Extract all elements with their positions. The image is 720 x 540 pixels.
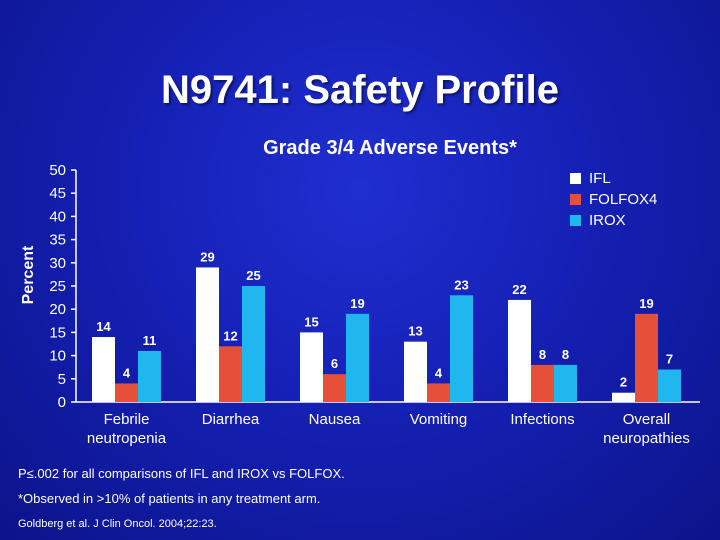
- bar-value-label: 11: [143, 333, 157, 348]
- legend-swatch-folfox4: [570, 194, 581, 205]
- x-tick-label: Diarrhea: [202, 411, 260, 428]
- bar: [115, 383, 138, 402]
- legend-label-folfox4: FOLFOX4: [589, 191, 658, 208]
- bar-value-label: 4: [435, 365, 443, 380]
- x-tick-label: Infections: [510, 411, 574, 428]
- bar: [138, 350, 161, 402]
- slide-title: N9741: Safety Profile: [161, 68, 559, 112]
- x-tick-label: Febrile: [104, 411, 150, 428]
- legend-label-ifl: IFL: [589, 170, 611, 187]
- legend: IFL FOLFOX4 IROX: [570, 168, 657, 231]
- y-tick-label: 20: [49, 301, 66, 318]
- bar-value-label: 8: [562, 347, 569, 362]
- bar-value-label: 14: [96, 319, 111, 334]
- x-tick-label: Nausea: [309, 411, 361, 428]
- bar-value-label: 19: [350, 296, 364, 311]
- bar-value-label: 19: [639, 296, 653, 311]
- bar: [658, 369, 681, 402]
- legend-item-irox: IROX: [570, 210, 657, 231]
- y-tick-label: 45: [49, 185, 66, 202]
- bar: [219, 346, 242, 402]
- bar-value-label: 22: [512, 282, 526, 297]
- bar: [346, 313, 369, 402]
- bar-value-label: 23: [454, 277, 468, 292]
- y-tick-label: 35: [49, 232, 66, 249]
- legend-label-irox: IROX: [589, 212, 626, 229]
- bar: [300, 332, 323, 402]
- bar-value-label: 7: [666, 352, 673, 367]
- bar: [404, 341, 427, 402]
- bar-value-label: 15: [304, 314, 318, 329]
- bar-value-label: 8: [539, 347, 546, 362]
- bar-value-label: 25: [246, 268, 260, 283]
- bar: [612, 392, 635, 402]
- bar-value-label: 12: [223, 328, 237, 343]
- x-tick-label: neutropenia: [87, 430, 167, 447]
- chart-title: Grade 3/4 Adverse Events*: [263, 137, 517, 159]
- x-tick-label: Overall: [623, 411, 671, 428]
- bar: [450, 295, 473, 402]
- x-tick-label: neuropathies: [603, 430, 690, 447]
- y-tick-label: 30: [49, 255, 66, 272]
- footnote-p-value: P≤.002 for all comparisons of IFL and IR…: [18, 466, 345, 481]
- y-tick-label: 25: [49, 278, 66, 295]
- bar: [323, 374, 346, 402]
- bar: [635, 313, 658, 402]
- bar: [427, 383, 450, 402]
- legend-item-folfox4: FOLFOX4: [570, 189, 657, 210]
- bar: [196, 267, 219, 402]
- y-tick-label: 40: [49, 208, 66, 225]
- legend-item-ifl: IFL: [570, 168, 657, 189]
- footnote-reference: Goldberg et al. J Clin Oncol. 2004;22:23…: [18, 518, 217, 530]
- y-tick-label: 15: [49, 324, 66, 341]
- y-tick-label: 50: [49, 162, 66, 179]
- y-tick-label: 0: [58, 394, 66, 411]
- x-tick-label: Vomiting: [410, 411, 468, 428]
- bar-value-label: 2: [620, 375, 627, 390]
- bar-value-label: 13: [408, 324, 422, 339]
- y-tick-label: 5: [58, 371, 66, 388]
- bar: [92, 337, 115, 402]
- bar: [508, 299, 531, 402]
- bar: [554, 364, 577, 402]
- bar: [531, 364, 554, 402]
- footnote-observed: *Observed in >10% of patients in any tre…: [18, 491, 321, 506]
- legend-swatch-ifl: [570, 173, 581, 184]
- legend-swatch-irox: [570, 215, 581, 226]
- y-tick-label: 10: [49, 348, 66, 365]
- bar-value-label: 29: [200, 249, 214, 264]
- bar: [242, 286, 265, 402]
- bar-value-label: 4: [123, 365, 131, 380]
- bar-value-label: 6: [331, 356, 338, 371]
